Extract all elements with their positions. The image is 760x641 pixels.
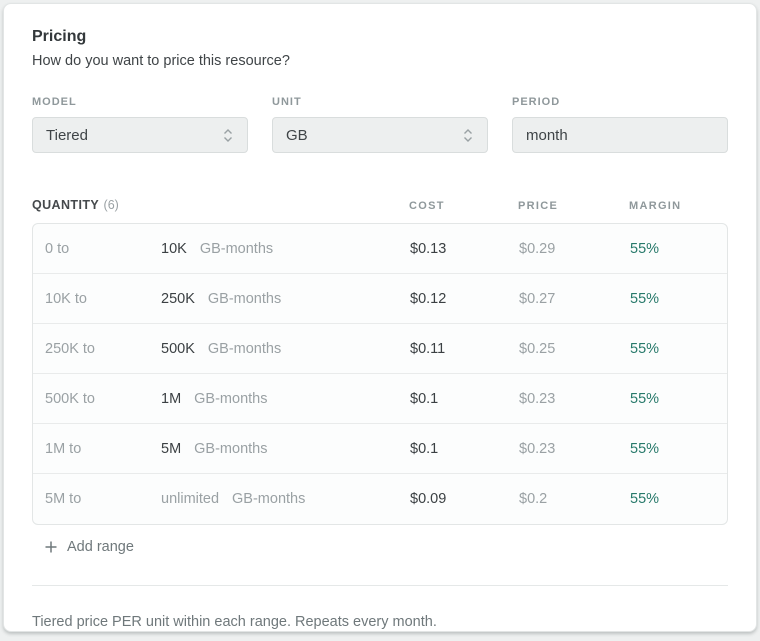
tier-price-input[interactable]: $0.25 (519, 340, 556, 357)
add-range-label: Add range (67, 539, 134, 555)
tier-upper-bound-input[interactable]: 250K (161, 290, 195, 307)
tier-range-from: 10K to (45, 290, 87, 307)
tier-cost-input[interactable]: $0.1 (410, 440, 439, 457)
tier-range-from: 5M to (45, 491, 82, 507)
tier-price-input[interactable]: $0.29 (519, 240, 556, 257)
tier-cost-input[interactable]: $0.13 (410, 240, 447, 257)
tier-upper-bound-input[interactable]: 1M (161, 390, 182, 407)
footer-note: Tiered price PER unit within each range.… (32, 614, 437, 630)
tier-margin-value[interactable]: 55% (630, 290, 660, 307)
tier-unit-label: GB-months (207, 290, 282, 307)
tier-margin-value[interactable]: 55% (630, 240, 660, 257)
tier-unit-label: GB-months (199, 240, 274, 257)
footer-divider (32, 585, 728, 586)
period-label: PERIOD (512, 96, 561, 108)
pricing-fields: MODEL Tiered UNIT GB (32, 96, 728, 153)
price-header: PRICE (518, 200, 559, 212)
tier-range-from: 1M to (45, 440, 82, 457)
tier-unit-label: GB-months (232, 491, 306, 507)
tier-table-header: QUANTITY (6) COST PRICE MARGIN (32, 196, 728, 214)
tier-margin-value[interactable]: 55% (630, 440, 660, 457)
quantity-count: (6) (103, 198, 119, 212)
tier-upper-bound-input[interactable]: 5M (161, 440, 182, 457)
tier-upper-bound-input[interactable]: 500K (161, 340, 195, 357)
quantity-header: QUANTITY (32, 198, 100, 212)
page-subtitle: How do you want to price this resource? (32, 53, 290, 69)
plus-icon (44, 540, 58, 554)
tier-unit-label: GB-months (207, 340, 282, 357)
tier-cost-input[interactable]: $0.09 (410, 491, 447, 507)
tier-range-from: 0 to (45, 240, 70, 257)
tier-unit-label: GB-months (194, 440, 268, 457)
unit-field-group: UNIT GB (272, 96, 488, 153)
tier-row: 10K to 250K GB-months $0.12 $0.27 55% (33, 274, 727, 324)
unit-select[interactable]: GB (272, 117, 488, 153)
tier-row: 0 to 10K GB-months $0.13 $0.29 55% (33, 224, 727, 274)
tier-cost-input[interactable]: $0.12 (410, 290, 447, 307)
tier-row: 1M to 5M GB-months $0.1 $0.23 55% (33, 424, 727, 474)
add-range-button[interactable]: Add range (32, 535, 134, 559)
tier-table-body: 0 to 10K GB-months $0.13 $0.29 55% 10K t… (32, 223, 728, 525)
tier-price-input[interactable]: $0.2 (519, 491, 548, 507)
period-input[interactable] (526, 126, 714, 144)
chevron-up-down-icon (462, 127, 474, 144)
margin-header: MARGIN (629, 200, 682, 212)
tier-row: 250K to 500K GB-months $0.11 $0.25 55% (33, 324, 727, 374)
unit-select-value: GB (286, 126, 308, 144)
tier-upper-bound-input[interactable]: unlimited (161, 491, 220, 507)
tier-price-input[interactable]: $0.23 (519, 440, 556, 457)
tier-price-input[interactable]: $0.23 (519, 390, 556, 407)
tier-row: 500K to 1M GB-months $0.1 $0.23 55% (33, 374, 727, 424)
model-field-group: MODEL Tiered (32, 96, 248, 153)
model-select[interactable]: Tiered (32, 117, 248, 153)
tier-upper-bound-input[interactable]: 10K (161, 240, 187, 257)
tier-range-from: 250K to (45, 340, 95, 357)
tier-cost-input[interactable]: $0.11 (410, 340, 446, 357)
unit-label: UNIT (272, 96, 302, 108)
period-field-group: PERIOD (512, 96, 728, 153)
model-label: MODEL (32, 96, 77, 108)
tier-unit-label: GB-months (194, 390, 268, 407)
tier-margin-value[interactable]: 55% (630, 340, 660, 357)
tier-margin-value[interactable]: 55% (630, 491, 660, 507)
tier-row: 5M to unlimited GB-months $0.09 $0.2 55% (33, 474, 727, 524)
tier-range-from: 500K to (45, 390, 95, 407)
chevron-up-down-icon (222, 127, 234, 144)
pricing-card: Pricing How do you want to price this re… (3, 3, 757, 632)
page-title: Pricing (32, 28, 87, 45)
model-select-value: Tiered (46, 126, 88, 144)
cost-header: COST (409, 200, 445, 212)
period-field (512, 117, 728, 153)
tier-price-input[interactable]: $0.27 (519, 290, 556, 307)
tier-margin-value[interactable]: 55% (630, 390, 660, 407)
tier-cost-input[interactable]: $0.1 (410, 390, 439, 407)
